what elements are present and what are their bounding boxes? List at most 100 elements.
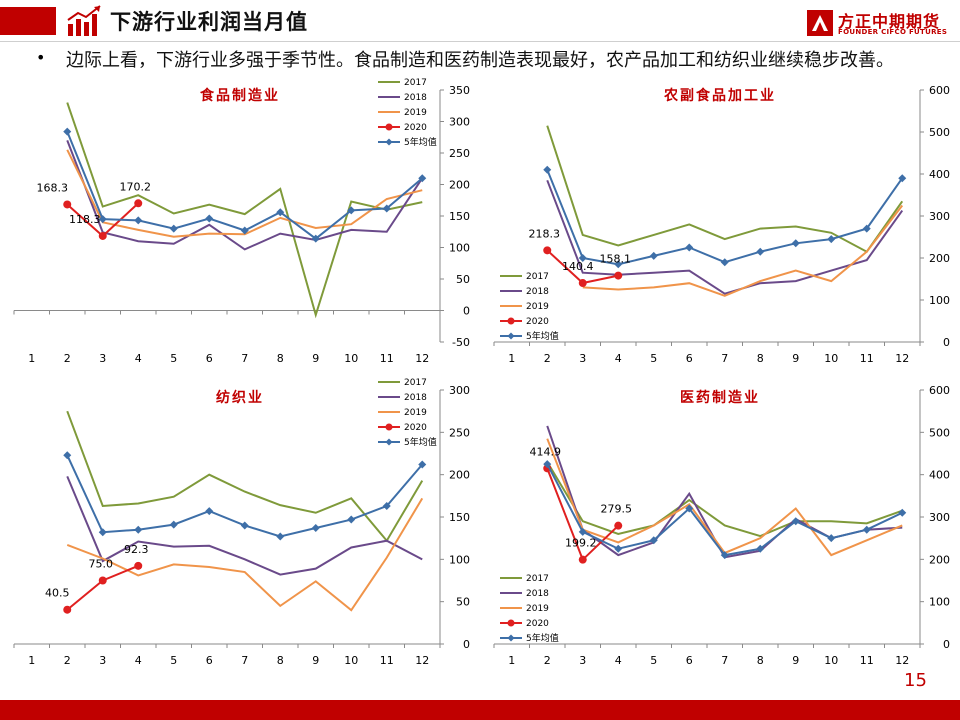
legend-label: 2017 [404,378,427,388]
x-tick-label: 2 [64,352,71,365]
summary-text: 边际上看，下游行业多强于季节性。食品制造和医药制造表现最好，农产品加工和纺织业继… [66,50,894,71]
rising-chart-icon [67,5,101,36]
legend-label: 2017 [526,272,549,282]
chart-title: 医药制造业 [680,389,760,406]
legend-label: 2018 [404,393,427,403]
x-tick-label: 11 [380,352,394,365]
x-tick-label: 10 [344,654,358,667]
legend-label: 2020 [404,123,427,133]
legend-label: 5年均值 [526,632,559,644]
y-tick-label: 500 [929,426,950,439]
point-5yr-avg [614,260,623,269]
legend-marker [385,423,393,431]
legend-marker [385,438,393,446]
y-tick-label: 600 [929,84,950,97]
chart-title: 食品制造业 [200,87,280,104]
series-line-5年均值 [546,169,904,266]
point-5yr-avg [276,208,285,217]
point-5yr-avg [898,508,907,517]
data-label: 92.3 [124,543,149,556]
x-tick-label: 2 [544,654,551,667]
legend-label: 2018 [526,589,549,599]
data-label: 168.3 [37,181,69,194]
x-tick-label: 9 [312,352,319,365]
y-tick-label: 250 [449,147,470,160]
point-5yr-avg [382,204,391,213]
legend-label: 2019 [404,408,427,418]
page-number: 15 [904,670,927,691]
series-line-2017 [546,461,903,538]
x-tick-label: 12 [415,654,429,667]
x-tick-label: 11 [860,654,874,667]
point-5yr-avg [827,235,836,244]
data-label: 158.1 [600,253,632,266]
point-5yr-avg [578,527,587,536]
point-5yr-avg [614,544,623,553]
chart-title: 农副食品加工业 [663,87,776,104]
data-label: 75.0 [89,558,114,571]
point-2020 [614,271,623,280]
point-5yr-avg [205,214,214,223]
point-5yr-avg [827,534,836,543]
chart-legend: 2017 2018 2019 2020 5年均值 [500,272,559,342]
point-5yr-avg [347,515,356,524]
legend-label: 2019 [526,302,549,312]
y-tick-label: 100 [449,242,470,255]
x-tick-label: 8 [277,352,284,365]
legend-label: 2018 [526,287,549,297]
x-tick-label: 12 [895,654,909,667]
chart-legend: 2017 2018 2019 2020 5年均值 [378,378,437,448]
x-tick-label: 5 [650,352,657,365]
y-tick-label: 150 [449,511,470,524]
legend-label: 2019 [404,108,427,118]
y-tick-label: 50 [456,596,470,609]
point-5yr-avg [276,532,285,541]
data-label: 40.5 [45,587,70,600]
point-5yr-avg [382,501,391,510]
founder-logo-icon [807,10,833,36]
point-2020 [614,521,623,530]
x-tick-label: 4 [135,352,142,365]
series-line-2019 [66,149,423,238]
chart-legend: 2017 2018 2019 2020 5年均值 [500,574,559,644]
logo-text-en: FOUNDER CIFCO FUTURES [838,28,948,36]
y-tick-label: 0 [943,638,950,651]
point-5yr-avg [63,451,72,460]
point-2020 [63,200,72,209]
series-line-2017 [66,102,423,319]
x-tick-label: 8 [277,654,284,667]
series-line-2017 [66,410,424,543]
legend-label: 2017 [526,574,549,584]
y-tick-label: 0 [943,336,950,349]
x-tick-label: 7 [721,654,728,667]
x-tick-label: 4 [615,352,622,365]
legend-label: 2018 [404,93,427,103]
title-accent-bar [0,7,56,35]
point-5yr-avg [649,536,658,545]
x-tick-label: 9 [792,352,799,365]
point-5yr-avg [418,460,427,469]
series-line-2018 [546,425,903,559]
x-tick-label: 10 [344,352,358,365]
y-tick-label: 400 [929,168,950,181]
y-tick-label: 150 [449,210,470,223]
data-label: 414.9 [530,445,562,458]
y-tick-label: 600 [929,384,950,397]
x-tick-label: 1 [508,352,515,365]
x-tick-label: 10 [824,352,838,365]
x-tick-label: 11 [380,654,394,667]
x-tick-label: 5 [170,352,177,365]
legend-marker [507,317,515,325]
series-line-2018 [546,179,904,295]
y-tick-label: 100 [929,294,950,307]
series-line-2018 [66,140,424,251]
point-5yr-avg [543,165,552,174]
point-2020 [578,279,587,288]
legend-marker [507,634,515,642]
chart-title: 纺织业 [216,389,264,406]
legend-marker [507,619,515,627]
x-tick-label: 9 [792,654,799,667]
legend-label: 5年均值 [526,330,559,342]
